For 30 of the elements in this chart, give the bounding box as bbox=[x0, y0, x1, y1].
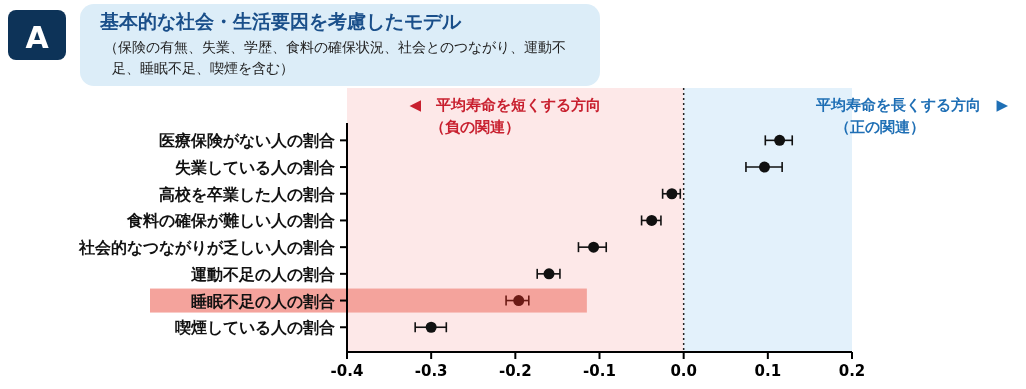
point bbox=[758, 161, 770, 173]
x-tick-label: 0.0 bbox=[670, 362, 697, 380]
annotation: （正の関連） bbox=[835, 118, 925, 136]
x-tick-label: -0.4 bbox=[330, 362, 364, 380]
text: A bbox=[25, 20, 50, 55]
point bbox=[646, 214, 658, 226]
point bbox=[543, 268, 555, 280]
annotation: （負の関連） bbox=[430, 118, 521, 136]
y-tick-label: 喫煙している人の割合 bbox=[175, 318, 335, 338]
x-tick-label: -0.1 bbox=[583, 362, 616, 380]
x-tick-label: 0.2 bbox=[838, 362, 866, 380]
x-tick-label: -0.3 bbox=[414, 362, 448, 380]
band-label: 平均寿命を長くする方向 ▶ bbox=[815, 96, 1009, 114]
y-tick-label: 高校を卒業した人の割合 bbox=[159, 184, 335, 204]
y-tick-label: 運動不足の人の割合 bbox=[190, 264, 335, 284]
y-tick-label: 睡眠不足の人の割合 bbox=[191, 291, 335, 311]
y-tick-label: 食料の確保が難しい人の割合 bbox=[126, 211, 335, 231]
chart-title: 基本的な社会・生活要因を考慮したモデル bbox=[99, 10, 462, 32]
point bbox=[425, 321, 437, 333]
band-label: ◀ 平均寿命を短くする方向 bbox=[409, 96, 602, 114]
point bbox=[774, 134, 786, 146]
x-tick-label: -0.2 bbox=[498, 362, 532, 380]
y-tick-label: 医療保険がない人の割合 bbox=[159, 131, 335, 151]
point bbox=[666, 188, 678, 200]
chart-subtitle: （保険の有無、失業、学歴、食料の確保状況、社会とのつながり、運動不足、睡眠不足、喫煙を含む） bbox=[104, 39, 566, 76]
x-tick-label: 0.1 bbox=[754, 362, 782, 380]
y-tick-label: 社会的なつながりが乏しい人の割合 bbox=[78, 238, 335, 258]
point bbox=[513, 295, 525, 307]
point bbox=[588, 241, 600, 253]
y-tick-label: 失業している人の割合 bbox=[175, 158, 335, 178]
